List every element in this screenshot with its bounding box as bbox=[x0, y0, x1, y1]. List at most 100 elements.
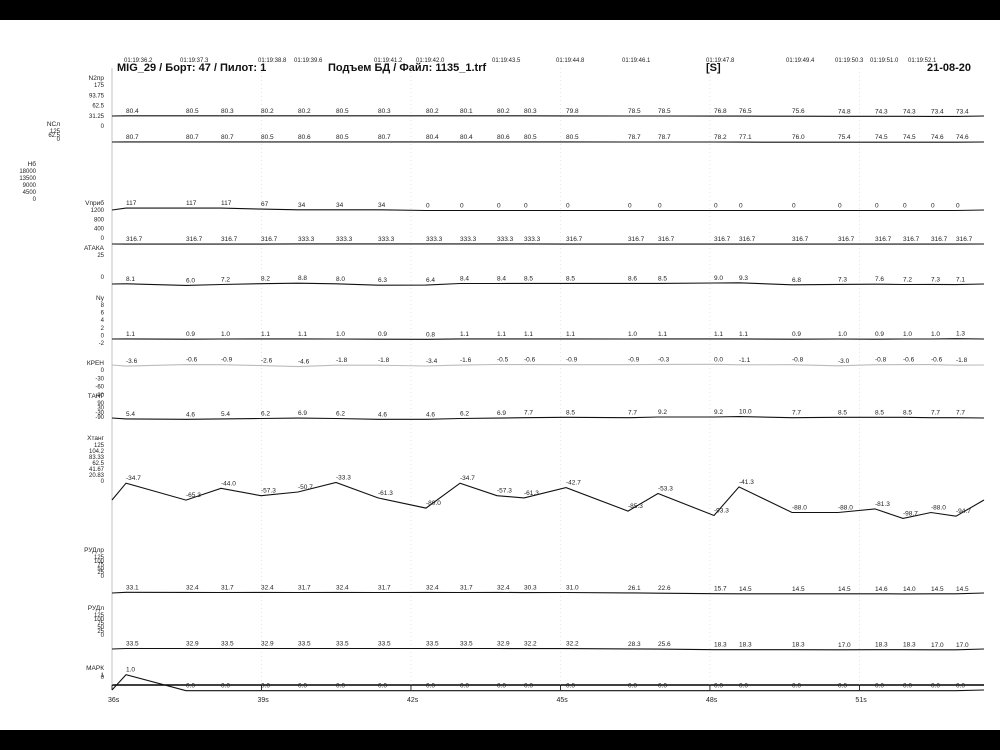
data-label-крен: -1.8 bbox=[956, 357, 968, 364]
channel-tick-label: 0 bbox=[101, 368, 105, 374]
channel-tick-label: 0 bbox=[101, 124, 105, 130]
flight-data-chart: 01:19:36.2 01:19:37.3 01:19:38.8 01:19:39.6… bbox=[19, 58, 985, 704]
data-label-ny: 1.1 bbox=[566, 331, 575, 338]
data-label-марк: 0.0 bbox=[628, 683, 637, 690]
data-label-атака: 7.3 bbox=[931, 276, 940, 283]
data-label-марк: 0.0 bbox=[838, 683, 847, 690]
data-label-нб: 67 bbox=[261, 201, 269, 208]
data-label-nсл: 80.5 bbox=[524, 134, 537, 141]
data-label-vприб: 333.3 bbox=[336, 236, 353, 243]
data-label-vприб: 333.3 bbox=[378, 236, 395, 243]
data-label-ny: 1.1 bbox=[739, 331, 748, 338]
data-label-рудл: 32.9 bbox=[186, 641, 199, 648]
data-label-n2пр: 73.4 bbox=[956, 108, 969, 115]
trace-атака bbox=[111, 282, 985, 286]
data-label-ny: 1.1 bbox=[714, 331, 723, 338]
channel-label-ny: Ny bbox=[96, 295, 105, 302]
data-label-n2пр: 80.3 bbox=[524, 108, 537, 115]
data-label-танг: 4.6 bbox=[426, 411, 435, 418]
data-label-атака: 8.1 bbox=[126, 276, 135, 283]
channel-tick-label: 50 bbox=[97, 625, 104, 631]
channel-tick-label: 104.2 bbox=[89, 449, 105, 455]
timestamp-label: 01:19:52.1 bbox=[908, 58, 937, 64]
timestamp-label: 01:19:36.2 bbox=[124, 58, 153, 64]
data-label-крен: -0.9 bbox=[221, 357, 233, 364]
data-label-ny: 1.0 bbox=[336, 331, 345, 338]
data-label-крен: -1.8 bbox=[336, 357, 348, 364]
data-label-nсл: 80.6 bbox=[298, 134, 311, 141]
channel-tick-label: 4 bbox=[101, 318, 105, 324]
data-label-марк: 0.0 bbox=[497, 683, 506, 690]
data-label-нб: 0 bbox=[931, 203, 935, 210]
data-label-n2пр: 80.3 bbox=[221, 108, 234, 115]
data-label-атака: 7.2 bbox=[903, 277, 912, 284]
data-label-рудлр: 33.1 bbox=[126, 584, 139, 591]
x-tick-label: 36s bbox=[108, 697, 120, 704]
channel-tick-label: 90 bbox=[97, 401, 104, 407]
data-label-марк: 0.0 bbox=[261, 683, 270, 690]
data-label-nсл: 75.4 bbox=[838, 134, 851, 141]
data-label-xтанг: -57.3 bbox=[261, 488, 276, 495]
channel-tick-label: 75 bbox=[97, 563, 104, 569]
data-label-vприб: 316.7 bbox=[838, 236, 855, 243]
data-label-рудлр: 32.4 bbox=[426, 584, 439, 591]
data-label-танг: 4.6 bbox=[186, 411, 195, 418]
data-label-vприб: 316.7 bbox=[658, 236, 675, 243]
data-label-xтанг: -93.3 bbox=[714, 508, 729, 515]
data-label-рудл: 33.5 bbox=[378, 641, 391, 648]
data-label-танг: 9.2 bbox=[714, 409, 723, 416]
channel-label-крен: КРЕН bbox=[87, 360, 104, 367]
data-label-крен: -1.1 bbox=[739, 357, 751, 364]
data-label-xтанг: -61.3 bbox=[378, 490, 393, 497]
data-label-nсл: 74.5 bbox=[875, 134, 888, 141]
data-label-рудлр: 15.7 bbox=[714, 586, 727, 593]
data-label-ny: 1.0 bbox=[931, 331, 940, 338]
data-label-vприб: 316.7 bbox=[792, 236, 809, 243]
data-label-рудлр: 14.5 bbox=[956, 586, 969, 593]
data-label-атака: 8.4 bbox=[497, 276, 506, 283]
channel-tick-label: 93.75 bbox=[89, 93, 105, 99]
data-label-nсл: 74.5 bbox=[903, 134, 916, 141]
data-label-vприб: 316.7 bbox=[903, 236, 920, 243]
data-label-n2пр: 75.6 bbox=[792, 108, 805, 115]
data-label-атака: 9.0 bbox=[714, 275, 723, 282]
data-label-рудлр: 14.6 bbox=[875, 586, 888, 593]
data-label-атака: 8.5 bbox=[566, 275, 575, 282]
data-label-нб: 0 bbox=[628, 203, 632, 210]
data-label-нб: 34 bbox=[378, 202, 386, 209]
channel-tick-label: 0 bbox=[101, 633, 105, 639]
data-label-атака: 8.2 bbox=[261, 276, 270, 283]
data-label-vприб: 333.3 bbox=[298, 236, 315, 243]
data-label-n2пр: 80.5 bbox=[336, 108, 349, 115]
data-label-рудлр: 31.7 bbox=[378, 585, 391, 592]
data-label-рудл: 33.5 bbox=[221, 641, 234, 648]
data-label-танг: 6.2 bbox=[336, 411, 345, 418]
data-label-n2пр: 80.2 bbox=[261, 108, 274, 115]
data-label-марк: 0.0 bbox=[875, 683, 884, 690]
data-label-nсл: 80.6 bbox=[497, 134, 510, 141]
channel-tick-label: 62.5 bbox=[92, 104, 104, 110]
data-label-атака: 7.6 bbox=[875, 276, 884, 283]
data-label-атака: 9.3 bbox=[739, 275, 748, 282]
data-label-нб: 0 bbox=[956, 203, 960, 210]
data-label-vприб: 333.3 bbox=[497, 236, 514, 243]
data-label-рудлр: 31.7 bbox=[298, 585, 311, 592]
data-label-нб: 117 bbox=[186, 200, 197, 207]
data-label-ny: 1.1 bbox=[497, 331, 506, 338]
data-label-n2пр: 74.8 bbox=[838, 108, 851, 115]
data-label-рудл: 32.2 bbox=[524, 641, 537, 648]
channel-tick-label: 6 bbox=[101, 311, 105, 317]
data-label-рудлр: 32.4 bbox=[261, 584, 274, 591]
trace-xтанг bbox=[111, 481, 985, 519]
data-label-нб: 117 bbox=[126, 200, 137, 207]
data-label-марк: 0.0 bbox=[714, 683, 723, 690]
channel-label-рудл: РУДл bbox=[88, 605, 104, 612]
data-label-n2пр: 78.5 bbox=[628, 108, 641, 115]
data-label-танг: 10.0 bbox=[739, 409, 752, 416]
channel-label-танг: ТАНГ bbox=[88, 393, 105, 400]
data-label-рудлр: 30.3 bbox=[524, 585, 537, 592]
x-tick-label: 48s bbox=[706, 697, 718, 704]
data-label-танг: 7.7 bbox=[524, 410, 533, 417]
data-label-марк: 0.0 bbox=[186, 683, 195, 690]
